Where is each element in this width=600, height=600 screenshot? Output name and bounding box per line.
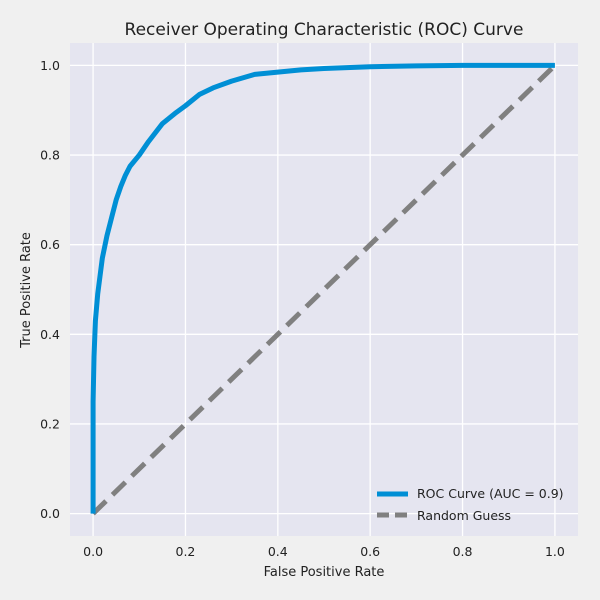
x-tick-label: 0.8 — [453, 544, 473, 559]
x-tick-label: 0.6 — [360, 544, 380, 559]
legend-label-roc: ROC Curve (AUC = 0.9) — [417, 486, 564, 501]
grid — [70, 43, 578, 536]
legend-label-random: Random Guess — [417, 508, 511, 523]
y-tick-label: 1.0 — [40, 58, 60, 73]
x-axis-label: False Positive Rate — [264, 565, 385, 580]
x-tick-label: 0.0 — [83, 544, 103, 559]
legend: ROC Curve (AUC = 0.9) Random Guess — [377, 486, 564, 523]
x-tick-label: 0.2 — [176, 544, 196, 559]
y-tick-label: 0.2 — [40, 416, 60, 431]
x-tick-label: 1.0 — [545, 544, 565, 559]
y-tick-label: 0.6 — [40, 237, 60, 252]
tick-labels: 0.0 0.2 0.4 0.6 0.8 1.0 0.0 0.2 0.4 0.6 0.8 1.0 — [40, 58, 565, 559]
y-tick-label: 0.8 — [40, 148, 60, 163]
roc-curve-line — [90, 62, 555, 514]
series-layer — [90, 62, 557, 516]
chart-title: Receiver Operating Characteristic (ROC) … — [125, 20, 524, 40]
y-tick-label: 0.4 — [40, 327, 60, 342]
y-tick-label: 0.0 — [40, 506, 60, 521]
x-tick-label: 0.4 — [268, 544, 288, 559]
y-axis-label: True Positive Rate — [19, 232, 34, 349]
